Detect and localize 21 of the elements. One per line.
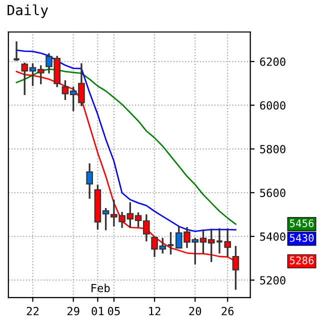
text: 5456	[290, 219, 314, 228]
text: 5286	[290, 256, 314, 264]
y-tick-label: 5200	[260, 276, 286, 285]
y-tick-label: 5800	[260, 144, 286, 154]
x-tick-label: 26	[222, 306, 234, 316]
chart-title: Daily	[8, 4, 48, 18]
candlestick	[12, 40, 20, 62]
y-tick-label: 6000	[260, 101, 286, 110]
x-tick-label: 01	[92, 306, 104, 316]
x-tick-label: 12	[149, 306, 160, 316]
y-tick-label: 5600	[260, 188, 286, 198]
x-tick-label: 29	[67, 306, 80, 316]
candlestick	[166, 231, 175, 256]
text: 5430	[290, 234, 314, 242]
x-tick-label: 05	[108, 306, 120, 316]
y-tick-label: 6200	[260, 58, 286, 66]
annotation: Feb	[92, 284, 110, 292]
y-tick-label: 5400	[260, 232, 286, 241]
x-tick-label: 22	[26, 306, 38, 316]
x-tick-label: 20	[189, 306, 202, 316]
candlestick	[86, 162, 93, 200]
